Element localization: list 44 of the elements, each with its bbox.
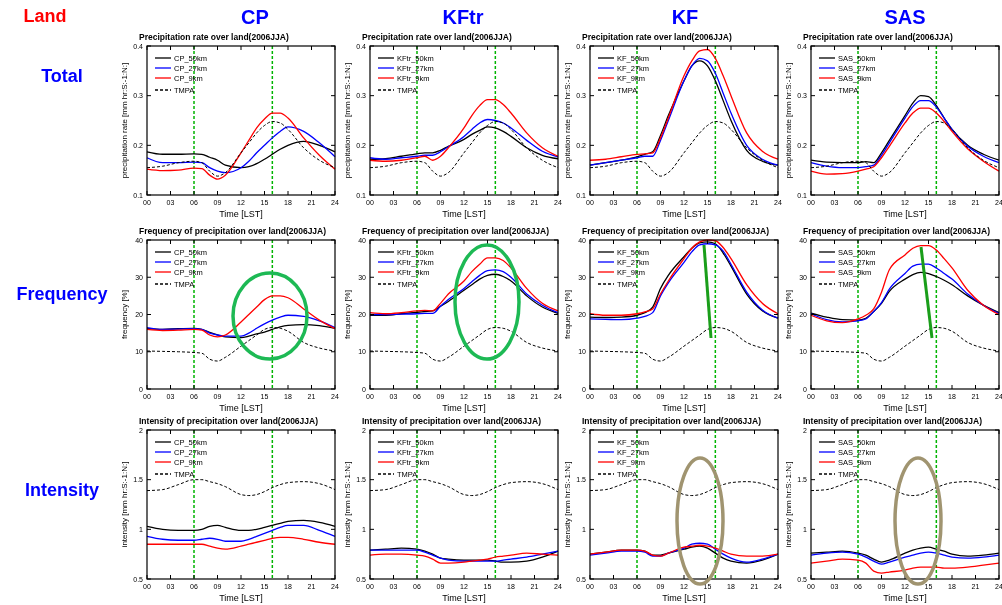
x-axis-title: Time [LST] [442, 593, 486, 603]
text: KF [671, 6, 699, 28]
chart-title: Precipitation rate over land(2006JJA) [362, 32, 512, 42]
y-axis-title: intensity [mm hr:S:-1:N:] [784, 461, 793, 548]
text: Total [41, 66, 83, 86]
x-axis-title: Time [LST] [219, 593, 263, 603]
text: KFtr [442, 6, 484, 28]
x-axis-title: Time [LST] [883, 593, 927, 603]
y-axis-title: precipitation rate [mm hr:S:-1:N:] [563, 62, 572, 179]
chart-title: Frequency of precipitation over land(2006JJA) [803, 226, 991, 236]
x-axis-title: Time [LST] [219, 209, 263, 219]
x-axis-title: Time [LST] [883, 403, 927, 413]
x-axis-title: Time [LST] [219, 403, 263, 413]
x-axis-title: Time [LST] [883, 209, 927, 219]
chart-title: Intensity of precipitation over land(2006JJA) [582, 416, 762, 426]
chart-title: Precipitation rate over land(2006JJA) [139, 32, 289, 42]
x-axis-title: Time [LST] [442, 209, 486, 219]
y-axis-title: frequency [%] [120, 290, 129, 339]
y-axis-title: intensity [mm hr:S:-1:N:] [343, 461, 352, 548]
text: Intensity [24, 480, 100, 500]
y-axis-title: precipitation rate [mm hr:S:-1:N:] [343, 62, 352, 179]
chart-title: Frequency of precipitation over land(2006JJA) [362, 226, 550, 236]
y-axis-title: frequency [%] [784, 290, 793, 339]
x-axis-title: Time [LST] [662, 209, 706, 219]
y-axis-title: precipitation rate [mm hr:S:-1:N:] [784, 62, 793, 179]
chart-title: Frequency of precipitation over land(2006JJA) [582, 226, 770, 236]
text: Frequency [16, 284, 108, 304]
text: SAS [884, 6, 926, 28]
y-axis-title: precipitation rate [mm hr:S:-1:N:] [120, 62, 129, 179]
chart-title: Intensity of precipitation over land(2006JJA) [803, 416, 983, 426]
chart-title: Intensity of precipitation over land(2006JJA) [139, 416, 319, 426]
y-axis-title: intensity [mm hr:S:-1:N:] [563, 461, 572, 548]
chart-title: Precipitation rate over land(2006JJA) [582, 32, 732, 42]
chart-title: Frequency of precipitation over land(2006JJA) [139, 226, 327, 236]
text: CP [241, 6, 269, 28]
y-axis-title: frequency [%] [343, 290, 352, 339]
y-axis-title: intensity [mm hr:S:-1:N:] [120, 461, 129, 548]
text: Land [23, 6, 67, 26]
chart-title: Intensity of precipitation over land(2006JJA) [362, 416, 542, 426]
x-axis-title: Time [LST] [662, 593, 706, 603]
chart-title: Precipitation rate over land(2006JJA) [803, 32, 953, 42]
x-axis-title: Time [LST] [442, 403, 486, 413]
y-axis-title: frequency [%] [563, 290, 572, 339]
x-axis-title: Time [LST] [662, 403, 706, 413]
